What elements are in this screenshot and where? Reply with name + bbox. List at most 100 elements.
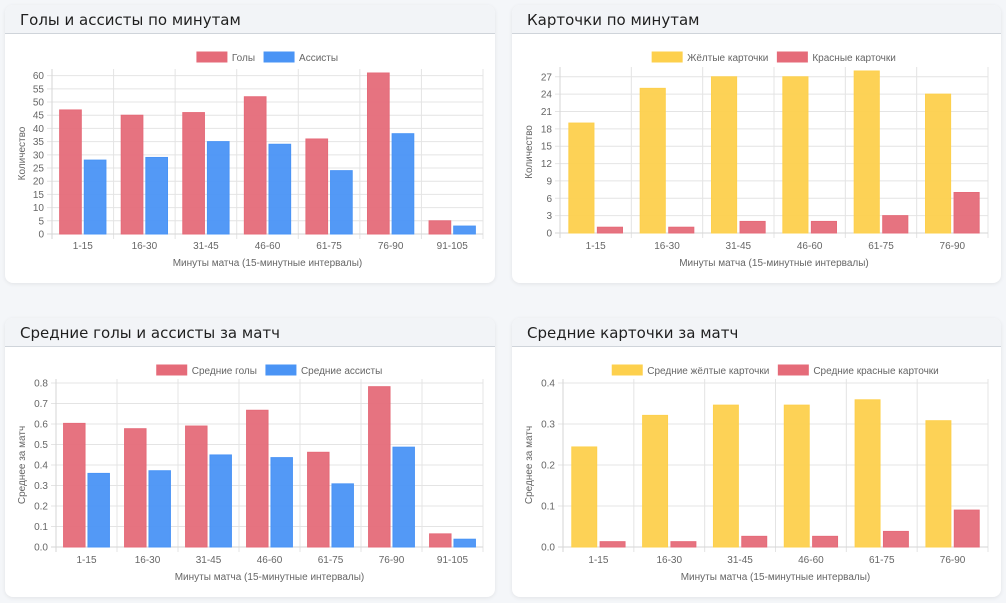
bar-yellow <box>712 404 739 548</box>
bar-yellow <box>568 122 595 234</box>
grid <box>555 67 989 238</box>
legend-label: Средние голы <box>192 366 257 377</box>
cards-by-minute-chart: 0 3 6 9 12 15 18 21 24 27 1-15 16-30 31-45 46-60 61-75… <box>524 51 989 269</box>
bar-goals <box>428 220 452 235</box>
x-tick-label: 1-15 <box>73 241 93 252</box>
card-title: Средние карточки за матч <box>527 324 739 342</box>
x-axis-title: Минуты матча (15-минутные интервалы) <box>173 258 363 269</box>
y-tick-label: 15 <box>541 142 553 153</box>
avg-goals-assists-card: Средние голы и ассисты за матч 0.0 0.1 0.2… <box>5 318 495 597</box>
y-axis-title: Количество <box>17 126 28 180</box>
bar-yellow <box>642 414 669 548</box>
x-tick-label: 91-105 <box>437 555 469 566</box>
y-tick-label: 0.3 <box>541 420 555 431</box>
bar-assists <box>331 483 354 548</box>
legend: Средние голы Средние ассисты <box>156 364 382 377</box>
avg-cards-chart: 0.0 0.1 0.2 0.3 0.4 1-15 16-30 31-45 46-60 61-75 7… <box>524 364 989 583</box>
x-tick-label: 76-90 <box>940 555 966 566</box>
bar-goals <box>63 422 86 548</box>
card-title: Голы и ассисты по минутам <box>20 11 241 29</box>
legend-label: Красные карточки <box>812 53 895 64</box>
y-tick-label: 3 <box>546 211 552 222</box>
x-tick-label: 46-60 <box>798 555 824 566</box>
y-tick-label: 0 <box>38 230 44 241</box>
y-tick-label: 10 <box>33 203 45 214</box>
bar-goals <box>120 114 144 235</box>
x-tick-label: 31-45 <box>727 555 753 566</box>
y-tick-label: 0.2 <box>34 502 48 513</box>
bar-assists <box>145 156 169 235</box>
bar-goals <box>246 409 269 548</box>
y-tick-label: 0.8 <box>34 379 48 390</box>
y-tick-label: 50 <box>33 98 45 109</box>
bar-assists <box>83 159 107 235</box>
legend-label: Ассисты <box>299 53 338 64</box>
y-tick-label: 30 <box>33 150 45 161</box>
grid <box>558 379 989 552</box>
legend-swatch-assists <box>265 364 297 376</box>
legend-swatch-yellow <box>611 364 643 376</box>
bar-goals <box>59 109 82 235</box>
bar-assists <box>148 470 171 548</box>
y-tick-label: 5 <box>38 216 44 227</box>
legend-label: Жёлтые карточки <box>687 53 768 64</box>
x-tick-label: 61-75 <box>318 555 344 566</box>
x-tick-label: 16-30 <box>132 241 158 252</box>
bar-assists <box>391 133 415 235</box>
y-axis-title: Среднее за матч <box>17 426 28 504</box>
bar-red <box>882 530 909 548</box>
goals-assists-by-minute-card: Голы и ассисты по минутам 0 5 10 15 20 25 30 35… <box>5 5 495 283</box>
x-tick-label: 61-75 <box>868 241 894 252</box>
x-tick-label: 46-60 <box>255 241 281 252</box>
x-tick-label: 16-30 <box>656 555 682 566</box>
y-tick-label: 60 <box>33 71 45 82</box>
bar-yellow <box>925 93 952 234</box>
y-tick-label: 12 <box>541 159 553 170</box>
legend-label: Голы <box>232 53 255 64</box>
bar-red <box>599 541 626 548</box>
bar-red <box>670 541 697 548</box>
bar-goals <box>243 96 267 235</box>
bar-red <box>741 535 768 548</box>
x-tick-label: 91-105 <box>437 241 469 252</box>
y-tick-label: 0.0 <box>541 543 555 554</box>
legend: Голы Ассисты <box>196 51 338 64</box>
y-tick-label: 15 <box>33 190 45 201</box>
legend: Жёлтые карточки Красные карточки <box>651 51 896 64</box>
x-tick-label: 16-30 <box>135 555 161 566</box>
y-tick-label: 40 <box>33 124 45 135</box>
bar-yellow <box>783 404 810 548</box>
legend: Средние жёлтые карточки Средние красные к… <box>611 364 939 377</box>
legend-label: Средние жёлтые карточки <box>647 366 769 377</box>
bar-red <box>882 215 909 234</box>
bar-goals <box>429 533 452 548</box>
x-axis-title: Минуты матча (15-минутные интервалы) <box>679 258 869 269</box>
cards-by-minute-card: Карточки по минутам 0 3 6 9 12 15 18 21 24 27 1-15… <box>512 5 1001 283</box>
bar-yellow <box>925 420 952 548</box>
card-header: Голы и ассисты по минутам <box>5 5 495 34</box>
legend-label: Средние ассисты <box>301 366 382 377</box>
x-tick-label: 1-15 <box>588 555 608 566</box>
bar-assists <box>330 170 353 235</box>
y-tick-label: 9 <box>546 176 552 187</box>
bar-assists <box>206 141 230 235</box>
legend-swatch-red <box>776 51 808 63</box>
bar-red <box>810 220 837 234</box>
avg-goals-assists-chart: 0.0 0.1 0.2 0.3 0.4 0.5 0.6 0.7 0.8 1-15 16-30 31-4… <box>17 364 484 583</box>
x-tick-label: 31-45 <box>193 241 219 252</box>
x-tick-label: 16-30 <box>654 241 680 252</box>
y-tick-label: 0.7 <box>34 399 48 410</box>
bar-assists <box>209 454 232 548</box>
bar-red <box>739 220 766 234</box>
bar-yellow <box>782 76 809 234</box>
x-tick-label: 46-60 <box>257 555 283 566</box>
bar-goals <box>182 112 205 235</box>
y-tick-label: 25 <box>33 164 45 175</box>
y-tick-label: 0.1 <box>541 502 555 513</box>
y-tick-label: 0.5 <box>34 440 48 451</box>
card-title: Карточки по минутам <box>527 11 700 29</box>
bar-assists <box>453 225 476 235</box>
x-axis-title: Минуты матча (15-минутные интервалы) <box>175 572 365 583</box>
y-axis-title: Среднее за матч <box>524 426 535 504</box>
bar-assists <box>268 143 292 235</box>
